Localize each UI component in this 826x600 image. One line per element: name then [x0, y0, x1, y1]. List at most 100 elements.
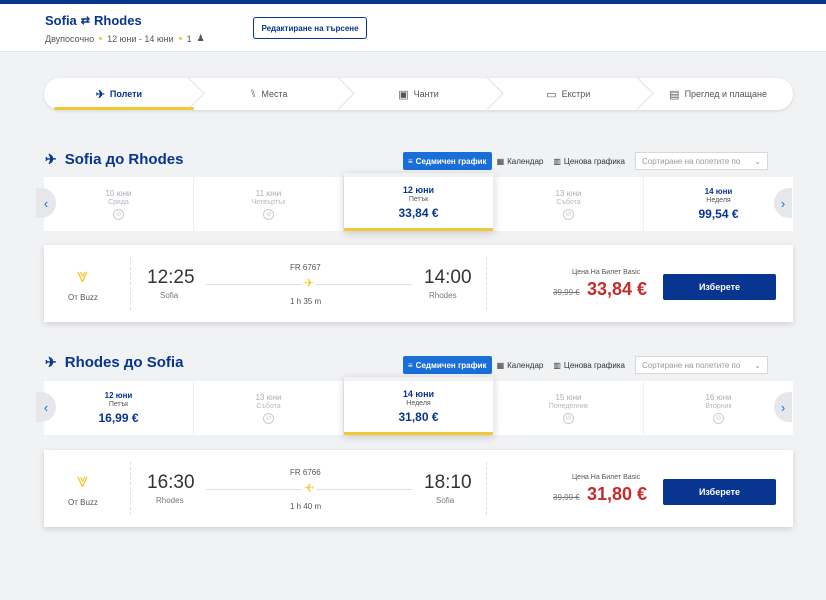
date-label: 16 юни	[705, 392, 732, 402]
operator-label: От Buzz	[68, 498, 98, 507]
departure-plane-icon: ✈	[45, 151, 57, 167]
trip-type: Двупосочно	[45, 33, 95, 44]
prev-dates-button[interactable]: ‹	[36, 188, 56, 218]
arrival-city: Sofia	[436, 496, 455, 505]
plane-icon: ✈	[302, 481, 317, 495]
flight-number: FR 6767	[290, 263, 321, 272]
chevron-right-icon: ›	[780, 399, 786, 415]
passenger-count: 1	[186, 33, 192, 44]
view-toggles: ≡ Седмичен график ▦ Календар ▥ Ценова графи…	[403, 356, 768, 374]
date-price: 99,54 €	[698, 207, 739, 221]
fare-price: 31,80 €	[587, 484, 648, 504]
weekday-label: Четвъртък	[251, 198, 286, 206]
step-label: Преглед и плащане	[684, 89, 767, 99]
round-trip-icon: ⇄	[80, 15, 91, 27]
weekday-label: Понеделник	[548, 402, 589, 410]
select-flight-button[interactable]: Изберете	[663, 479, 776, 505]
date-label: 14 юни	[402, 388, 435, 399]
unavailable-icon: ⊘	[263, 208, 274, 220]
date-cell: 16 юни Вторник ⊘	[644, 381, 793, 435]
calendar-view-tab[interactable]: ▦ Календар	[492, 152, 549, 170]
trip-header: Sofia ⇄ Rhodes Двупосочно 12 юни - 14 юн…	[0, 4, 826, 52]
departure-city: Rhodes	[156, 496, 184, 505]
sort-dropdown[interactable]: Сортиране на полетите по ⌄	[634, 152, 768, 170]
date-label: 12 юни	[104, 391, 133, 400]
list-icon: ≡	[408, 156, 413, 166]
outbound-flight-card[interactable]: ⩔ От Buzz 12:25 Sofia FR 6767 ✈ 1 h 35 m…	[44, 245, 793, 322]
inbound-flight-card[interactable]: ⩔ От Buzz 16:30 Rhodes FR 6766 ✈ 1 h 40 …	[44, 450, 793, 527]
prev-dates-button[interactable]: ‹	[36, 392, 56, 422]
next-dates-button[interactable]: ›	[774, 392, 792, 422]
airline-logo-icon: ⩔	[77, 265, 89, 287]
price-chart-tab[interactable]: ▥ Ценова графика	[548, 356, 630, 374]
unavailable-icon: ⊘	[713, 412, 724, 424]
brand-top-bar	[0, 0, 826, 4]
date-label: 13 юни	[555, 188, 582, 198]
divider	[486, 462, 487, 515]
arrival-time: 14:00	[424, 267, 472, 288]
card-icon: ▤	[669, 88, 680, 101]
step-label: Полети	[109, 89, 143, 99]
unavailable-icon: ⊘	[263, 412, 274, 424]
chevron-down-icon: ⌄	[754, 156, 761, 166]
arrival-time: 18:10	[424, 472, 472, 493]
step-flights[interactable]: ✈ Полети	[44, 78, 194, 110]
sort-placeholder: Сортиране на полетите по	[641, 360, 741, 370]
weekday-label: Петък	[408, 195, 429, 203]
step-extras[interactable]: ▭ Екстри	[493, 78, 643, 110]
date-price: 31,80 €	[398, 409, 439, 424]
edit-search-button[interactable]: Редактиране на търсене	[253, 17, 367, 39]
date-cell[interactable]: 12 юни Петък 16,99 €	[44, 381, 194, 435]
old-price: 39,99 €	[553, 493, 580, 502]
date-label: 15 юни	[555, 392, 582, 402]
date-cell: 10 юни Сряда ⊘	[44, 177, 194, 231]
fare-label: Цена На Билет Basic	[572, 269, 641, 276]
operator-label: От Buzz	[68, 293, 98, 302]
weekday-label: Сряда	[108, 198, 129, 206]
unavailable-icon: ⊘	[563, 412, 574, 424]
divider	[486, 257, 487, 310]
arrival-plane-icon: ✈	[45, 354, 57, 370]
step-review-payment[interactable]: ▤ Преглед и плащане	[643, 78, 793, 110]
person-icon: ♟	[196, 33, 205, 43]
select-flight-button[interactable]: Изберете	[663, 274, 776, 300]
step-seats[interactable]: ⑊ Места	[194, 78, 344, 110]
toggle-label: Ценова графика	[563, 156, 625, 166]
list-icon: ≡	[408, 360, 413, 370]
date-cell: 13 юни Събота ⊘	[494, 177, 644, 231]
weekday-label: Петък	[108, 401, 129, 408]
weekday-label: Вторник	[705, 402, 732, 410]
view-toggles: ≡ Седмичен график ▦ Календар ▥ Ценова графи…	[403, 152, 768, 170]
inbound-date-strip: 12 юни Петък 16,99 € 13 юни Събота ⊘ 14 …	[44, 377, 793, 435]
date-price: 33,84 €	[398, 205, 439, 220]
weekday-label: Неделя	[706, 197, 731, 204]
separator-dot	[178, 37, 182, 40]
toggle-label: Календар	[507, 156, 544, 166]
divider	[130, 257, 131, 310]
bag-icon: ▣	[398, 88, 409, 101]
section-title-text: Rhodes до Sofia	[64, 354, 184, 371]
date-cell: 15 юни Понеделник ⊘	[494, 381, 644, 435]
sort-placeholder: Сортиране на полетите по	[641, 156, 741, 166]
next-dates-button[interactable]: ›	[774, 188, 792, 218]
chevron-left-icon: ‹	[43, 399, 49, 415]
arrival-city: Rhodes	[429, 291, 457, 300]
fare-label: Цена На Билет Basic	[572, 474, 641, 481]
price-chart-tab[interactable]: ▥ Ценова графика	[548, 152, 630, 170]
date-label: 10 юни	[105, 188, 132, 198]
calendar-view-tab[interactable]: ▦ Календар	[492, 356, 549, 374]
weekday-label: Събота	[256, 402, 281, 410]
sort-dropdown[interactable]: Сортиране на полетите по ⌄	[634, 356, 768, 374]
date-cell[interactable]: 14 юни Неделя 99,54 €	[644, 177, 793, 231]
flight-duration: 1 h 35 m	[290, 297, 322, 306]
step-bags[interactable]: ▣ Чанти	[344, 78, 494, 110]
date-cell-selected[interactable]: 14 юни Неделя 31,80 €	[344, 377, 494, 435]
date-cell-selected[interactable]: 12 юни Петък 33,84 €	[344, 173, 494, 231]
inbound-title: ✈ Rhodes до Sofia	[45, 354, 183, 371]
weekly-view-tab[interactable]: ≡ Седмичен график	[403, 356, 492, 374]
trip-info: Двупосочно 12 юни - 14 юни 1 ♟	[45, 33, 205, 44]
outbound-date-strip: 10 юни Сряда ⊘ 11 юни Четвъртък ⊘ 12 юни…	[44, 173, 793, 231]
departure-time: 16:30	[147, 472, 195, 493]
date-label: 11 юни	[255, 188, 282, 198]
weekly-view-tab[interactable]: ≡ Седмичен график	[403, 152, 492, 170]
